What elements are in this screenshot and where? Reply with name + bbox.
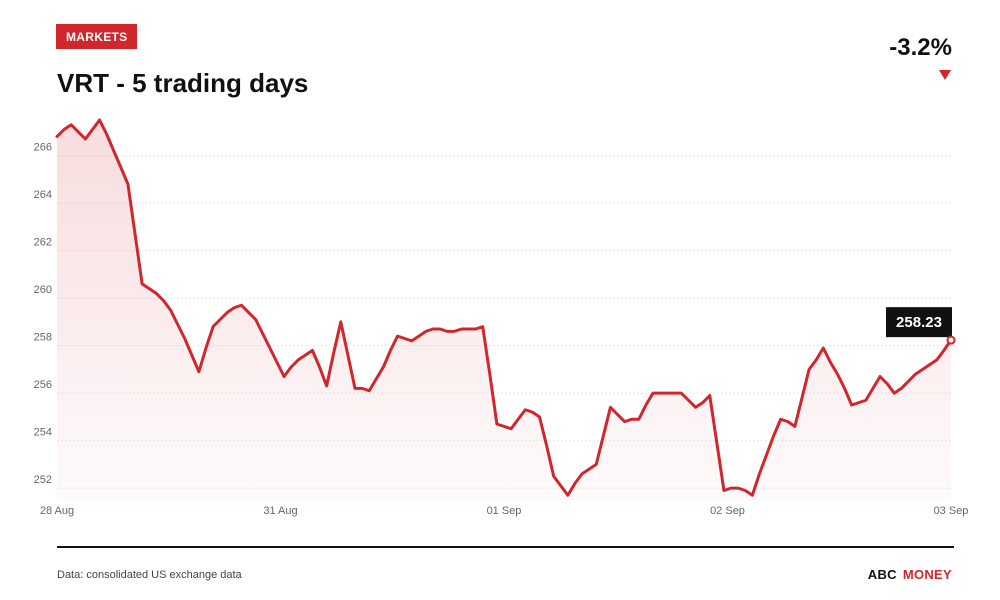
percent-change: -3.2% xyxy=(889,34,952,61)
y-tick-label: 264 xyxy=(34,189,52,201)
x-tick-label: 31 Aug xyxy=(263,505,297,517)
price-area xyxy=(57,120,951,500)
footer-rule xyxy=(57,546,954,548)
x-tick-label: 02 Sep xyxy=(710,505,745,517)
last-price-label: 258.23 xyxy=(886,307,952,338)
brand-logo: ABC MONEY xyxy=(868,567,952,582)
price-line xyxy=(55,118,953,497)
down-arrow-icon xyxy=(939,70,951,80)
y-tick-label: 266 xyxy=(34,142,52,154)
y-tick-label: 254 xyxy=(34,427,52,439)
x-tick-label: 03 Sep xyxy=(934,505,969,517)
y-tick-label: 262 xyxy=(34,237,52,249)
chart-title: VRT - 5 trading days xyxy=(57,68,309,98)
brand-part-1: ABC xyxy=(867,567,897,582)
x-tick-label: 28 Aug xyxy=(40,505,74,517)
last-point-marker xyxy=(946,335,956,345)
category-badge: MARKETS xyxy=(56,24,138,49)
x-axis-ticks: 28 Aug 31 Aug 01 Sep 02 Sep 03 Sep xyxy=(40,505,969,517)
y-tick-label: 258 xyxy=(34,332,52,344)
x-tick-label: 01 Sep xyxy=(487,505,522,517)
y-tick-label: 256 xyxy=(34,379,52,391)
y-axis-ticks: 252 254 256 258 260 262 264 266 xyxy=(34,142,52,487)
y-tick-label: 252 xyxy=(34,474,52,486)
price-chart: 252 254 256 258 260 262 264 266 28 Aug 31 Aug 01 … xyxy=(34,118,969,517)
data-source: Data: consolidated US exchange data xyxy=(57,569,242,581)
brand-part-2: MONEY xyxy=(902,567,952,582)
y-tick-label: 260 xyxy=(34,284,52,296)
last-price-value: 258.23 xyxy=(896,314,942,331)
